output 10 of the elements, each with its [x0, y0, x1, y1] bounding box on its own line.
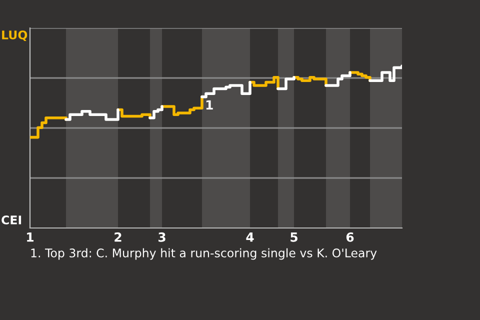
text: 1. Top 3rd: C. Murphy hit a run-scoring single vs K. O'Leary: [31, 248, 377, 260]
x-tick-label: 1: [27, 232, 34, 242]
x-tick-label: 4: [246, 232, 254, 242]
annotation: 1: [206, 100, 213, 110]
text: LUQ: [2, 30, 28, 41]
text: CEI: [2, 215, 22, 224]
x-tick-label: 5: [290, 232, 298, 242]
x-tick-label: 3: [158, 232, 166, 242]
x-tick-label: 2: [114, 232, 122, 242]
x-tick-label: 6: [346, 232, 354, 242]
